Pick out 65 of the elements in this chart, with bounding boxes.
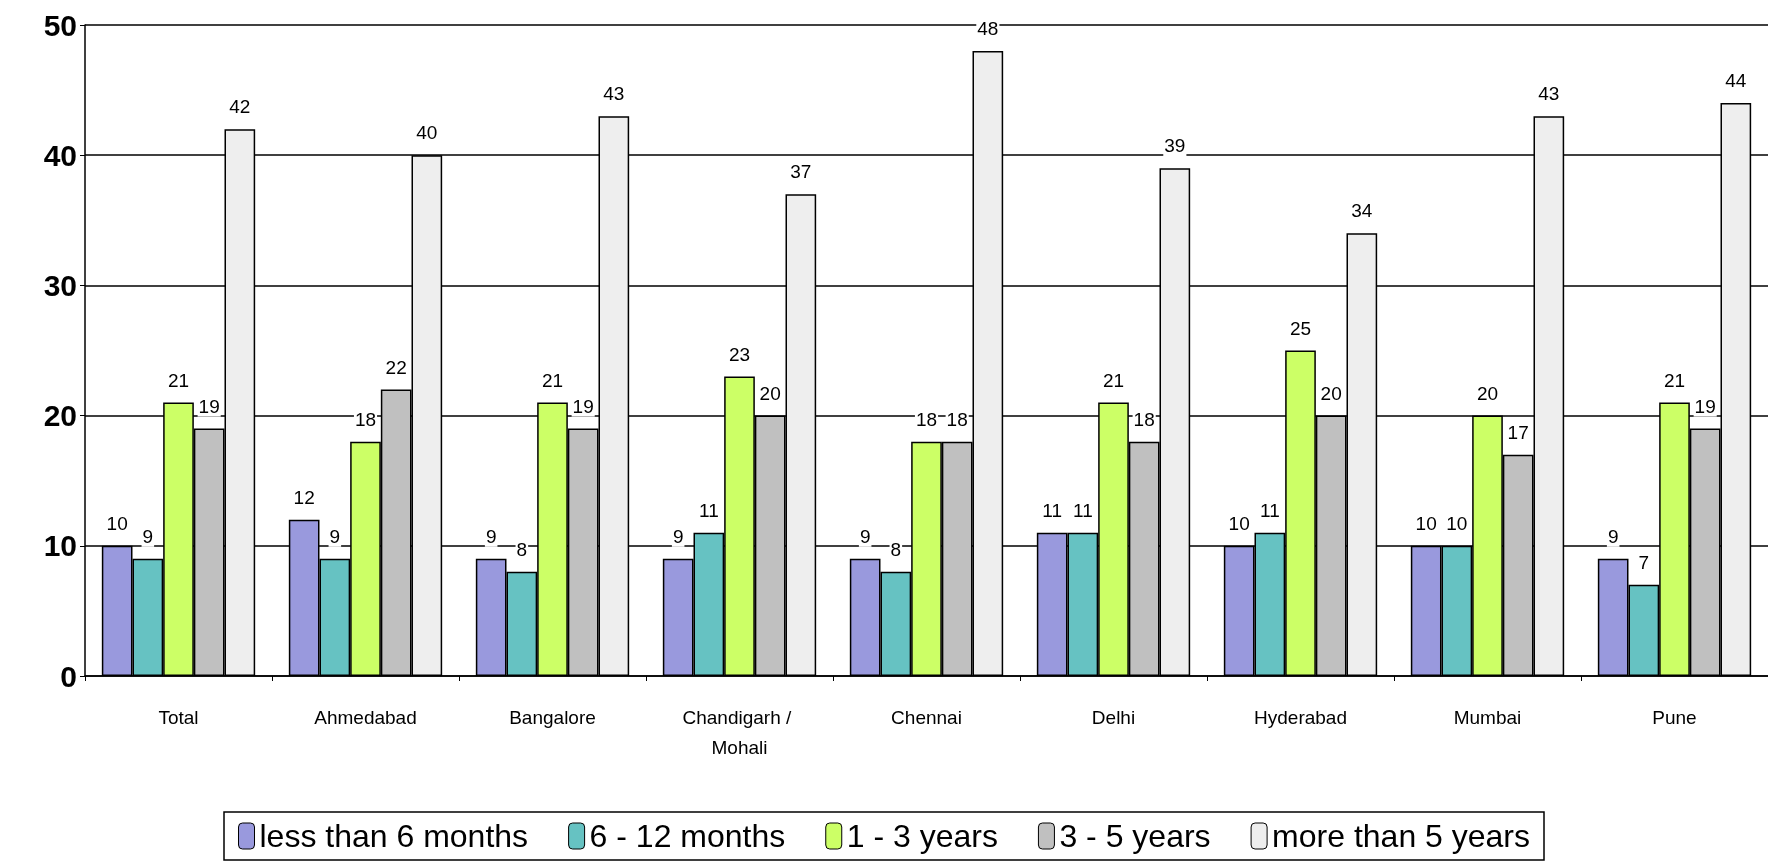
- y-tick-label: 10: [43, 529, 77, 563]
- y-tick-label: 50: [43, 8, 77, 42]
- data-label: 17: [1507, 421, 1529, 443]
- data-label: 10: [106, 512, 128, 534]
- data-label: 21: [1663, 369, 1686, 391]
- x-tick-label: Pune: [1652, 706, 1697, 728]
- data-label: 9: [859, 525, 871, 547]
- data-label: 10: [1415, 512, 1437, 534]
- data-label: 21: [541, 369, 564, 391]
- data-label: 8: [890, 538, 902, 560]
- data-label: 37: [790, 161, 812, 183]
- legend-label: less than 6 months: [259, 818, 529, 854]
- data-label: 8: [516, 538, 528, 560]
- data-label: 22: [385, 356, 407, 378]
- data-label: 44: [1725, 70, 1747, 92]
- data-label: 20: [1320, 382, 1342, 404]
- data-label: 43: [603, 83, 625, 105]
- data-label: 21: [167, 369, 190, 391]
- data-label: 23: [728, 343, 751, 365]
- data-label: 10: [1228, 512, 1250, 534]
- x-tick-label: Ahmedabad: [314, 706, 417, 728]
- data-label: 9: [485, 525, 497, 547]
- data-label: 11: [1042, 499, 1063, 521]
- x-tick-label: Mumbai: [1453, 706, 1522, 728]
- data-label: 48: [977, 18, 999, 40]
- legend-label: 6 - 12 months: [589, 818, 786, 854]
- data-label: 19: [1694, 395, 1716, 417]
- data-label: 9: [329, 525, 341, 547]
- data-label: 18: [946, 408, 968, 430]
- x-tick-label: Chandigarh / Mohali: [682, 706, 797, 758]
- data-label: 12: [293, 486, 315, 508]
- data-label: 43: [1538, 83, 1560, 105]
- data-label: 34: [1351, 200, 1373, 222]
- y-tick-label: 40: [43, 138, 77, 172]
- data-label: 21: [1102, 369, 1125, 391]
- x-tick-label: Delhi: [1091, 706, 1136, 728]
- legend-label: 1 - 3 years: [846, 818, 998, 854]
- data-label: 9: [1607, 525, 1619, 547]
- x-tick-label: Hyderabad: [1254, 706, 1347, 728]
- legend-label: 3 - 5 years: [1059, 818, 1211, 854]
- data-label: 40: [416, 122, 438, 144]
- data-label: 10: [1446, 512, 1468, 534]
- data-label: 20: [759, 382, 781, 404]
- x-tick-label: Chennai: [891, 706, 962, 728]
- data-label: 18: [1133, 408, 1155, 430]
- data-label: 18: [354, 408, 377, 430]
- data-label: 9: [142, 525, 154, 547]
- data-label: 42: [229, 96, 251, 118]
- x-tick-label: Total: [158, 706, 199, 728]
- data-label: 25: [1289, 317, 1312, 339]
- y-tick-label: 0: [60, 659, 77, 693]
- data-label: 19: [198, 395, 220, 417]
- data-label: 11: [1259, 499, 1280, 521]
- x-tick-label: Bangalore: [509, 706, 596, 728]
- y-tick-label: 30: [43, 268, 77, 302]
- data-label: 7: [1638, 551, 1650, 573]
- data-label: 18: [915, 408, 938, 430]
- data-label: 20: [1476, 382, 1499, 404]
- data-label: 11: [1072, 499, 1093, 521]
- data-label: 9: [672, 525, 684, 547]
- data-label: 39: [1164, 135, 1186, 157]
- y-tick-label: 20: [43, 399, 77, 433]
- legend-label: more than 5 years: [1272, 818, 1530, 854]
- data-label: 19: [572, 395, 594, 417]
- data-label: 11: [698, 499, 719, 521]
